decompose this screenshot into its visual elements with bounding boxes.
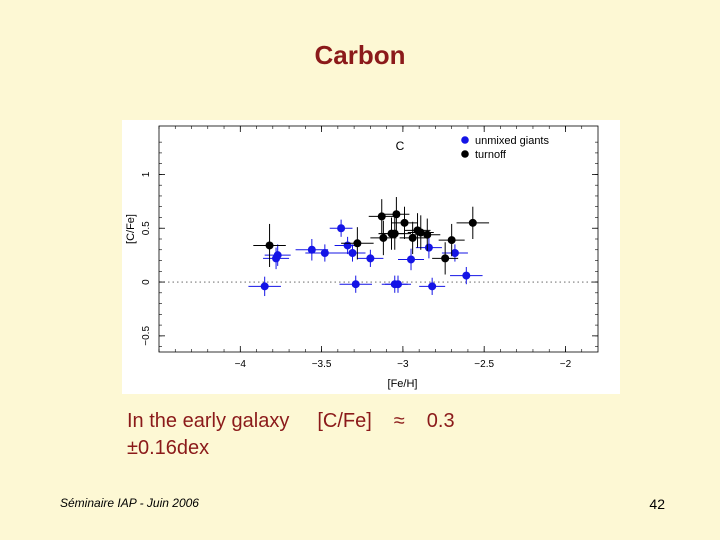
data-marker bbox=[423, 230, 432, 239]
x-tick-label: −2.5 bbox=[474, 359, 494, 370]
data-marker bbox=[366, 254, 375, 263]
data-marker bbox=[273, 251, 282, 260]
plot-frame bbox=[158, 125, 599, 353]
data-marker bbox=[260, 282, 269, 291]
data-point bbox=[305, 244, 345, 262]
x-tick-label: −3 bbox=[397, 359, 409, 370]
data-marker bbox=[424, 243, 433, 252]
x-tick-label: −2 bbox=[560, 359, 572, 370]
data-point bbox=[415, 236, 442, 259]
data-marker bbox=[337, 224, 346, 233]
data-point bbox=[438, 223, 465, 257]
x-tick-label: −4 bbox=[235, 359, 247, 370]
data-marker bbox=[353, 239, 362, 248]
data-point bbox=[264, 244, 291, 266]
data-point bbox=[329, 219, 353, 237]
data-marker bbox=[392, 210, 401, 219]
caption-approx-symbol: ≈ bbox=[393, 410, 405, 432]
data-point bbox=[378, 217, 412, 250]
legend-marker bbox=[461, 136, 469, 144]
data-marker bbox=[390, 229, 399, 238]
y-tick-label: 1 bbox=[141, 171, 152, 177]
y-tick-label: −0.5 bbox=[141, 326, 152, 346]
data-point bbox=[391, 206, 418, 239]
data-point bbox=[248, 276, 281, 297]
legend-label: unmixed giants bbox=[475, 135, 549, 147]
data-point bbox=[383, 197, 410, 232]
data-point bbox=[339, 244, 366, 262]
y-tick-label: 0.5 bbox=[141, 221, 152, 235]
data-marker bbox=[400, 218, 409, 227]
chart-svg: −4 −3.5 −3 −2.5 −2 −0.5 0 0.5 1 [Fe/H] [C/Fe] C unmi… bbox=[125, 125, 599, 390]
data-marker bbox=[447, 236, 456, 245]
footer-text: Séminaire IAP - Juin 2006 bbox=[60, 496, 199, 510]
data-point bbox=[385, 275, 412, 293]
data-point bbox=[414, 218, 441, 251]
data-marker bbox=[343, 241, 352, 250]
caption-line-2: ±0.16dex bbox=[127, 437, 210, 459]
data-point bbox=[456, 206, 490, 239]
data-marker bbox=[307, 245, 316, 254]
slide-title: Carbon bbox=[314, 40, 406, 70]
data-point bbox=[253, 223, 286, 267]
data-marker bbox=[441, 254, 450, 263]
data-point bbox=[450, 266, 483, 285]
data-point bbox=[432, 242, 459, 275]
data-marker bbox=[351, 280, 360, 289]
data-marker bbox=[450, 248, 459, 257]
data-marker bbox=[462, 271, 471, 280]
data-marker bbox=[348, 248, 357, 257]
data-point bbox=[339, 275, 372, 293]
legend-marker bbox=[461, 150, 469, 158]
data-marker bbox=[265, 241, 274, 250]
data-marker bbox=[379, 233, 388, 242]
data-point bbox=[368, 199, 395, 234]
data-marker bbox=[468, 218, 477, 227]
data-point bbox=[370, 220, 397, 256]
x-axis-label: [Fe/H] bbox=[388, 378, 418, 390]
caption-ratio: [C/Fe] bbox=[317, 410, 372, 432]
data-point bbox=[357, 249, 384, 267]
caption: In the early galaxy [C/Fe] ≈0.3 ±0.16dex bbox=[127, 408, 455, 462]
caption-value: 0.3 bbox=[426, 410, 455, 432]
y-tick-label: 0 bbox=[141, 279, 152, 285]
data-marker bbox=[428, 282, 437, 291]
data-marker bbox=[407, 255, 416, 264]
data-point bbox=[399, 221, 426, 255]
data-marker bbox=[394, 280, 403, 289]
data-marker bbox=[377, 212, 386, 221]
y-axis-label: [C/Fe] bbox=[125, 214, 137, 244]
page-number: 42 bbox=[649, 496, 665, 512]
legend-label: turnoff bbox=[475, 149, 507, 161]
data-marker bbox=[408, 233, 417, 242]
x-tick-label: −3.5 bbox=[312, 359, 332, 370]
data-marker bbox=[320, 248, 329, 257]
caption-line-1: In the early galaxy [C/Fe] ≈0.3 bbox=[127, 408, 455, 435]
chart-annotation: C bbox=[396, 139, 405, 153]
data-point bbox=[341, 227, 374, 260]
caption-text: In the early galaxy bbox=[127, 410, 290, 432]
data-point bbox=[398, 248, 425, 271]
data-point bbox=[419, 277, 446, 295]
